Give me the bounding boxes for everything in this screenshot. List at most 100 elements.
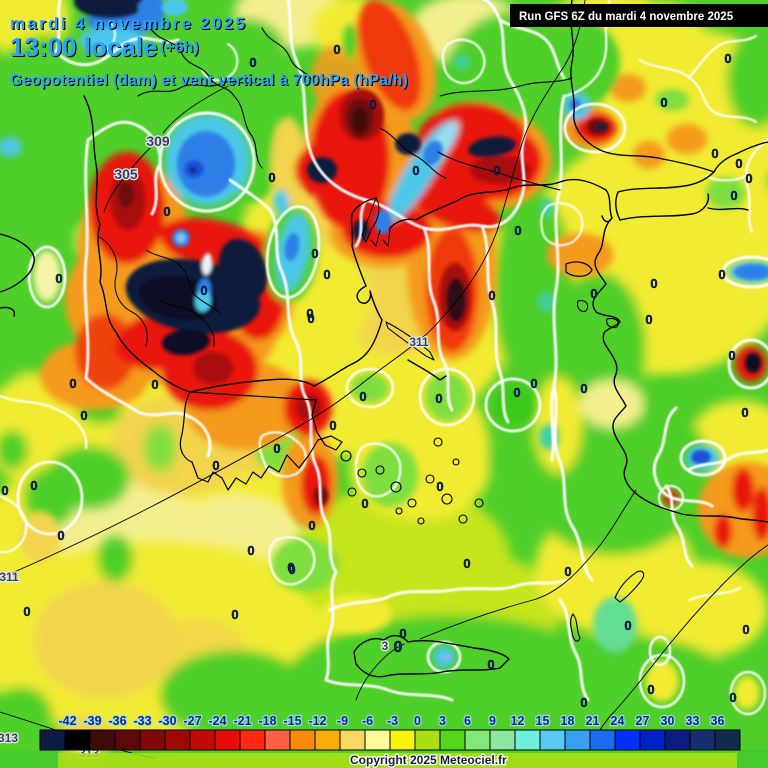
svg-text:13:00 locale: 13:00 locale bbox=[11, 33, 158, 63]
svg-text:33: 33 bbox=[686, 714, 700, 728]
svg-text:-42: -42 bbox=[58, 714, 76, 728]
svg-text:0: 0 bbox=[728, 348, 735, 363]
svg-text:0: 0 bbox=[394, 639, 403, 656]
svg-text:0: 0 bbox=[730, 188, 737, 203]
svg-text:0: 0 bbox=[487, 657, 494, 672]
svg-text:0: 0 bbox=[268, 170, 275, 185]
svg-text:0: 0 bbox=[308, 518, 315, 533]
svg-text:0: 0 bbox=[249, 55, 256, 70]
svg-text:0: 0 bbox=[361, 496, 368, 511]
svg-text:18: 18 bbox=[561, 714, 575, 728]
svg-text:(+6h): (+6h) bbox=[161, 40, 200, 57]
svg-text:15: 15 bbox=[536, 714, 550, 728]
svg-text:0: 0 bbox=[323, 267, 330, 282]
svg-text:0: 0 bbox=[729, 690, 736, 705]
svg-text:0: 0 bbox=[1, 483, 8, 498]
svg-text:3: 3 bbox=[382, 639, 389, 653]
svg-text:-12: -12 bbox=[308, 714, 326, 728]
svg-text:0: 0 bbox=[163, 204, 170, 219]
svg-text:0: 0 bbox=[647, 682, 654, 697]
svg-text:0: 0 bbox=[742, 622, 749, 637]
svg-text:0: 0 bbox=[493, 163, 500, 178]
svg-text:0: 0 bbox=[645, 312, 652, 327]
svg-text:0: 0 bbox=[80, 408, 87, 423]
svg-text:0: 0 bbox=[463, 556, 470, 571]
svg-text:0: 0 bbox=[288, 562, 295, 577]
svg-text:0: 0 bbox=[306, 306, 313, 321]
svg-text:311: 311 bbox=[0, 570, 19, 584]
svg-text:0: 0 bbox=[624, 618, 631, 633]
svg-text:12: 12 bbox=[511, 714, 525, 728]
svg-text:0: 0 bbox=[273, 441, 280, 456]
svg-text:Geopotentiel (dam) et vent ver: Geopotentiel (dam) et vent vertical à 70… bbox=[10, 72, 408, 89]
svg-text:0: 0 bbox=[711, 146, 718, 161]
svg-text:0: 0 bbox=[30, 478, 37, 493]
svg-text:0: 0 bbox=[55, 271, 62, 286]
svg-text:0: 0 bbox=[200, 283, 207, 298]
svg-text:0: 0 bbox=[718, 267, 725, 282]
svg-text:0: 0 bbox=[514, 223, 521, 238]
svg-text:0: 0 bbox=[745, 171, 752, 186]
svg-text:-30: -30 bbox=[158, 714, 176, 728]
svg-text:0: 0 bbox=[530, 376, 537, 391]
svg-text:-39: -39 bbox=[83, 714, 101, 728]
svg-text:0: 0 bbox=[23, 604, 30, 619]
svg-text:3: 3 bbox=[439, 714, 446, 728]
svg-text:0: 0 bbox=[580, 381, 587, 396]
svg-text:36: 36 bbox=[711, 714, 725, 728]
svg-text:mardi 4 novembre 2025: mardi 4 novembre 2025 bbox=[11, 15, 248, 34]
svg-text:9: 9 bbox=[489, 714, 496, 728]
svg-text:30: 30 bbox=[661, 714, 675, 728]
svg-text:-27: -27 bbox=[183, 714, 201, 728]
svg-text:Copyright 2025 Meteociel.fr: Copyright 2025 Meteociel.fr bbox=[350, 753, 507, 767]
svg-text:305: 305 bbox=[114, 166, 138, 182]
svg-text:0: 0 bbox=[311, 246, 318, 261]
svg-text:-6: -6 bbox=[362, 714, 373, 728]
svg-text:0: 0 bbox=[247, 543, 254, 558]
svg-text:6: 6 bbox=[464, 714, 471, 728]
svg-text:13:00 locale: 13:00 locale bbox=[10, 32, 157, 62]
svg-text:0: 0 bbox=[741, 405, 748, 420]
svg-text:311: 311 bbox=[409, 335, 429, 349]
svg-text:0: 0 bbox=[435, 391, 442, 406]
svg-text:0: 0 bbox=[436, 479, 443, 494]
svg-text:0: 0 bbox=[650, 276, 657, 291]
svg-text:0: 0 bbox=[329, 418, 336, 433]
svg-text:mardi 4 novembre 2025: mardi 4 novembre 2025 bbox=[10, 14, 247, 33]
svg-text:0: 0 bbox=[359, 389, 366, 404]
svg-text:-18: -18 bbox=[258, 714, 276, 728]
svg-text:-33: -33 bbox=[133, 714, 151, 728]
svg-text:27: 27 bbox=[636, 714, 650, 728]
svg-text:-36: -36 bbox=[108, 714, 126, 728]
svg-text:-3: -3 bbox=[387, 714, 398, 728]
svg-text:0: 0 bbox=[231, 607, 238, 622]
svg-text:0: 0 bbox=[287, 560, 294, 575]
svg-text:0: 0 bbox=[151, 377, 158, 392]
svg-text:0: 0 bbox=[513, 385, 520, 400]
svg-text:0: 0 bbox=[57, 528, 64, 543]
svg-text:Geopotentiel (dam) et vent ver: Geopotentiel (dam) et vent vertical à 70… bbox=[11, 73, 409, 90]
svg-text:0: 0 bbox=[735, 156, 742, 171]
svg-text:24: 24 bbox=[611, 714, 625, 728]
svg-text:313: 313 bbox=[0, 731, 18, 745]
svg-text:0: 0 bbox=[212, 458, 219, 473]
svg-text:-24: -24 bbox=[208, 714, 226, 728]
svg-text:0: 0 bbox=[69, 376, 76, 391]
svg-text:21: 21 bbox=[586, 714, 600, 728]
svg-text:Run GFS 6Z du mardi 4 novembre: Run GFS 6Z du mardi 4 novembre 2025 bbox=[519, 11, 734, 23]
svg-text:0: 0 bbox=[399, 626, 406, 641]
svg-text:0: 0 bbox=[660, 95, 667, 110]
svg-text:-15: -15 bbox=[283, 714, 301, 728]
svg-text:0: 0 bbox=[414, 714, 421, 728]
svg-text:0: 0 bbox=[369, 97, 376, 112]
svg-text:0: 0 bbox=[488, 288, 495, 303]
svg-text:309: 309 bbox=[146, 133, 170, 149]
svg-text:0: 0 bbox=[412, 163, 419, 178]
svg-text:-9: -9 bbox=[337, 714, 348, 728]
svg-text:0: 0 bbox=[307, 311, 314, 326]
svg-text:0: 0 bbox=[724, 51, 731, 66]
svg-text:0: 0 bbox=[564, 564, 571, 579]
svg-text:0: 0 bbox=[580, 695, 587, 710]
svg-text:-21: -21 bbox=[233, 714, 251, 728]
svg-text:(+6h): (+6h) bbox=[160, 39, 199, 56]
